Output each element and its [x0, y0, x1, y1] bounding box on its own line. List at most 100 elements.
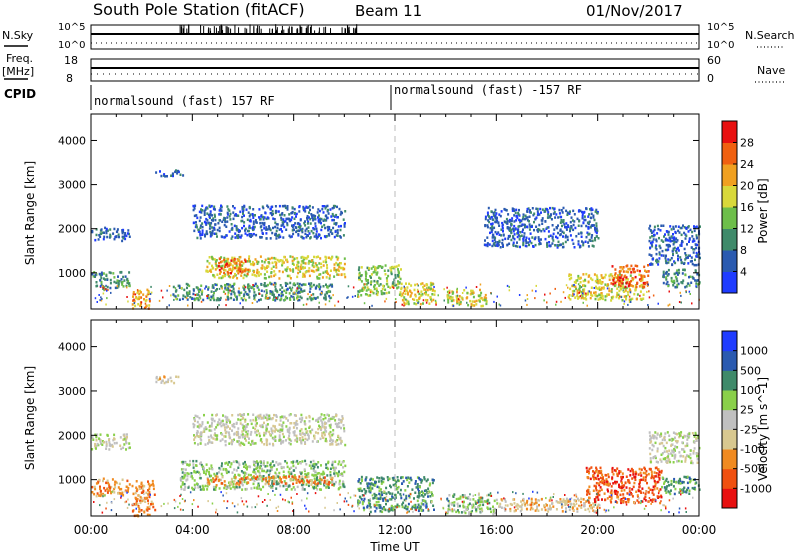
power-cell [494, 244, 497, 247]
power-cell [265, 291, 268, 294]
velocity-cell [275, 415, 278, 418]
power-cell [194, 204, 197, 207]
velocity-cell [254, 477, 257, 480]
velocity-cell [387, 491, 390, 494]
power-cell [578, 290, 581, 293]
velocity-cell [210, 434, 212, 437]
power-cell [503, 220, 506, 223]
velocity-cell [224, 440, 227, 443]
power-cell [696, 255, 699, 258]
power-cell [260, 229, 263, 232]
velocity-cell [416, 485, 419, 488]
power-cell [186, 293, 189, 296]
velocity-cell [301, 479, 303, 482]
power-cell [604, 298, 607, 302]
power-cell [286, 217, 289, 221]
power-cell [224, 283, 226, 287]
power-cell [145, 298, 148, 302]
power-cell [310, 269, 313, 272]
power-cell [545, 208, 548, 211]
velocity-cell [305, 483, 308, 486]
power-cell [298, 223, 301, 226]
power-cell [488, 215, 490, 218]
velocity-cell [410, 478, 413, 482]
power-noise-cell [158, 299, 161, 302]
power-cell [626, 290, 629, 294]
velocity-cell [263, 443, 266, 446]
power-cell [310, 297, 313, 301]
power-cell [566, 235, 569, 239]
power-cell [273, 296, 276, 299]
power-cell [531, 236, 534, 239]
power-cell [635, 297, 638, 301]
velocity-cell [329, 430, 332, 434]
velocity-cell [238, 478, 241, 481]
velocity-cell [94, 433, 97, 436]
power-cell [384, 273, 387, 276]
velocity-cell [223, 480, 226, 483]
velocity-cell [237, 480, 240, 483]
power-cell [397, 270, 400, 273]
power-cell [508, 242, 511, 245]
power-cell [213, 232, 216, 235]
power-cell [329, 230, 332, 234]
power-cell [596, 212, 599, 215]
velocity-cell [289, 442, 292, 446]
power-cell [237, 228, 239, 231]
power-cell [224, 273, 227, 276]
power-cell [675, 277, 678, 280]
velocity-cell [386, 476, 389, 479]
velocity-cell [105, 443, 108, 446]
power-cell [308, 274, 311, 278]
power-cell [220, 209, 223, 212]
velocity-cell [285, 439, 287, 442]
power-cell [667, 248, 670, 251]
velocity-cell [388, 498, 391, 501]
power-cell [146, 288, 149, 292]
power-cell [657, 263, 660, 266]
velocity-cell [225, 422, 228, 426]
power-cell [404, 292, 407, 295]
power-cell [296, 257, 299, 260]
velocity-cell [312, 474, 315, 477]
power-cell [275, 289, 278, 293]
power-cell [376, 293, 379, 297]
velocity-cell [281, 428, 284, 432]
power-cell [671, 239, 674, 243]
power-cell [300, 229, 303, 232]
velocity-cell [383, 496, 386, 500]
power-cell [403, 301, 406, 304]
power-cell [326, 204, 329, 208]
power-cell [665, 243, 668, 247]
power-cell [638, 269, 641, 273]
power-cell [303, 258, 306, 261]
power-cell [337, 273, 340, 276]
velocity-cell [337, 442, 340, 446]
velocity-cell [125, 440, 127, 443]
nsearch-axis-bottom: 10^0 [707, 40, 734, 51]
power-cell [398, 282, 401, 285]
power-cell [671, 250, 674, 253]
power-cell [226, 205, 229, 208]
velocity-cell [312, 463, 315, 466]
power-cell [591, 208, 594, 211]
power-cell [242, 207, 245, 210]
power-cell [281, 290, 284, 294]
power-noise-cell [126, 286, 128, 289]
power-cell [674, 275, 677, 279]
power-cell [389, 266, 392, 270]
velocity-cell [140, 486, 142, 489]
power-cell [667, 233, 670, 236]
power-cell [549, 214, 552, 217]
velocity-cell [378, 504, 381, 507]
power-cell [344, 275, 347, 279]
power-cell [226, 216, 229, 219]
power-cell [286, 258, 288, 262]
power-cell [642, 274, 645, 278]
velocity-cell [318, 479, 321, 482]
velocity-cell [323, 476, 326, 479]
power-cell [452, 299, 455, 302]
power-noise-cell [417, 284, 419, 287]
power-cell [647, 274, 650, 277]
velocity-cell [260, 425, 263, 428]
